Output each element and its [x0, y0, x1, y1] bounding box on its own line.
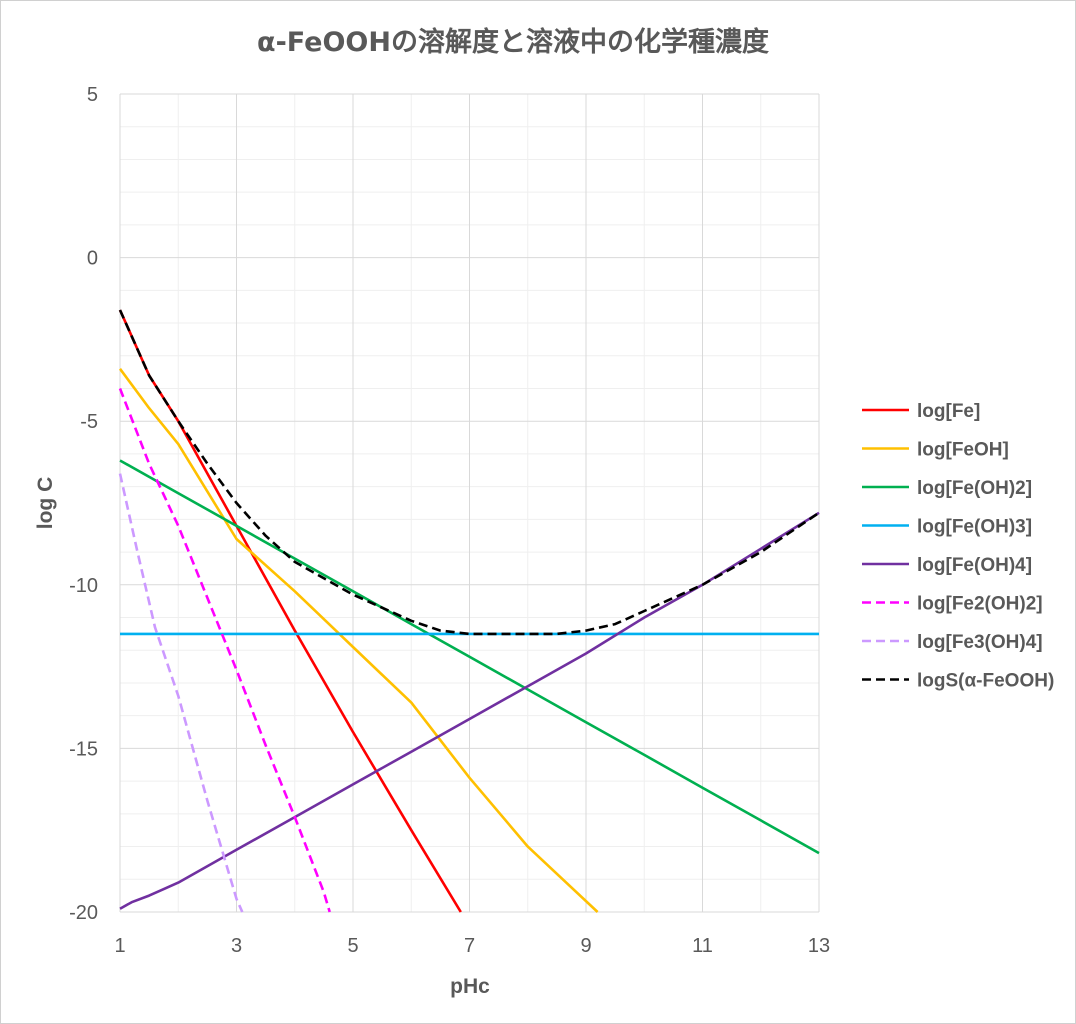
series-line-2 — [119, 459, 820, 855]
series-line-0 — [118, 309, 462, 913]
legend-label-0: log[Fe] — [917, 401, 980, 422]
x-tick-label: 5 — [347, 935, 358, 957]
series-line-7 — [118, 309, 820, 636]
x-tick-label: 13 — [808, 935, 830, 957]
y-tick-label: -15 — [69, 738, 98, 760]
chart-title: α-FeOOHの溶解度と溶液中の化学種濃度 — [257, 26, 769, 58]
y-axis-title: log C — [34, 477, 57, 530]
series-lines — [118, 309, 820, 913]
x-axis-title: pHc — [450, 975, 490, 998]
series-line-6 — [118, 473, 244, 913]
major-gridlines — [119, 93, 820, 913]
x-tick-label: 9 — [580, 935, 591, 957]
legend-label-4: log[Fe(OH)4] — [917, 555, 1032, 576]
series-line-4 — [119, 511, 820, 910]
y-tick-label: 0 — [87, 248, 98, 270]
y-tick-label: 5 — [87, 84, 98, 106]
y-tick-label: -20 — [69, 902, 98, 924]
series-line-5 — [118, 388, 331, 913]
y-tick-label: -5 — [80, 411, 98, 433]
x-tick-label: 3 — [231, 935, 242, 957]
legend-label-5: log[Fe2(OH)2] — [917, 594, 1043, 615]
legend: log[Fe] log[FeOH] log[Fe(OH)2] log[Fe(OH)3]… — [862, 401, 1054, 692]
legend-label-3: log[Fe(OH)3] — [917, 517, 1032, 538]
x-tick-label: 1 — [114, 935, 125, 957]
legend-label-7: logS(α-FeOOH) — [917, 671, 1054, 692]
legend-label-6: log[Fe3(OH)4] — [917, 632, 1043, 653]
y-axis-ticks: 5 0 -5 -10 -15 -20 — [69, 84, 98, 924]
legend-label-2: log[Fe(OH)2] — [917, 478, 1032, 499]
y-tick-label: -10 — [69, 575, 98, 597]
legend-label-1: log[FeOH] — [917, 440, 1009, 461]
x-tick-label: 7 — [464, 935, 475, 957]
x-tick-label: 11 — [692, 935, 713, 957]
x-axis-ticks: 1 3 5 7 9 11 13 — [114, 935, 830, 957]
series-line-1 — [118, 368, 599, 913]
